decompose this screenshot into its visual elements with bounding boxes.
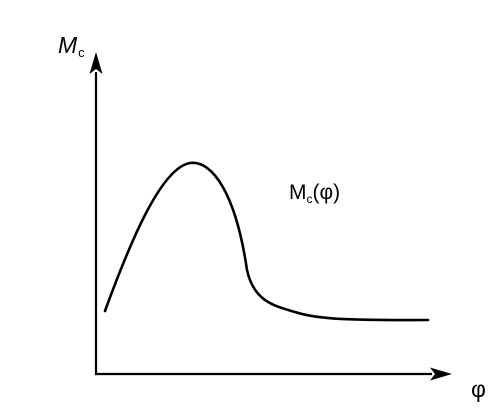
y-axis-label-subscript: c	[78, 45, 85, 60]
x-axis-label: φ	[471, 376, 486, 402]
curve-label: Mc(φ)	[289, 181, 340, 206]
curve-label-symbol: M	[289, 181, 307, 204]
y-axis-label: Mc	[58, 32, 85, 60]
curve-label-subscript: c	[307, 192, 313, 206]
curve-label-argument: (φ)	[313, 181, 341, 204]
y-axis-label-symbol: M	[58, 32, 78, 58]
x-axis-arrowhead	[430, 367, 452, 381]
y-axis-arrowhead	[89, 52, 103, 74]
y-axis	[89, 52, 103, 374]
mc-phi-curve	[103, 161, 430, 322]
x-axis	[95, 367, 452, 381]
